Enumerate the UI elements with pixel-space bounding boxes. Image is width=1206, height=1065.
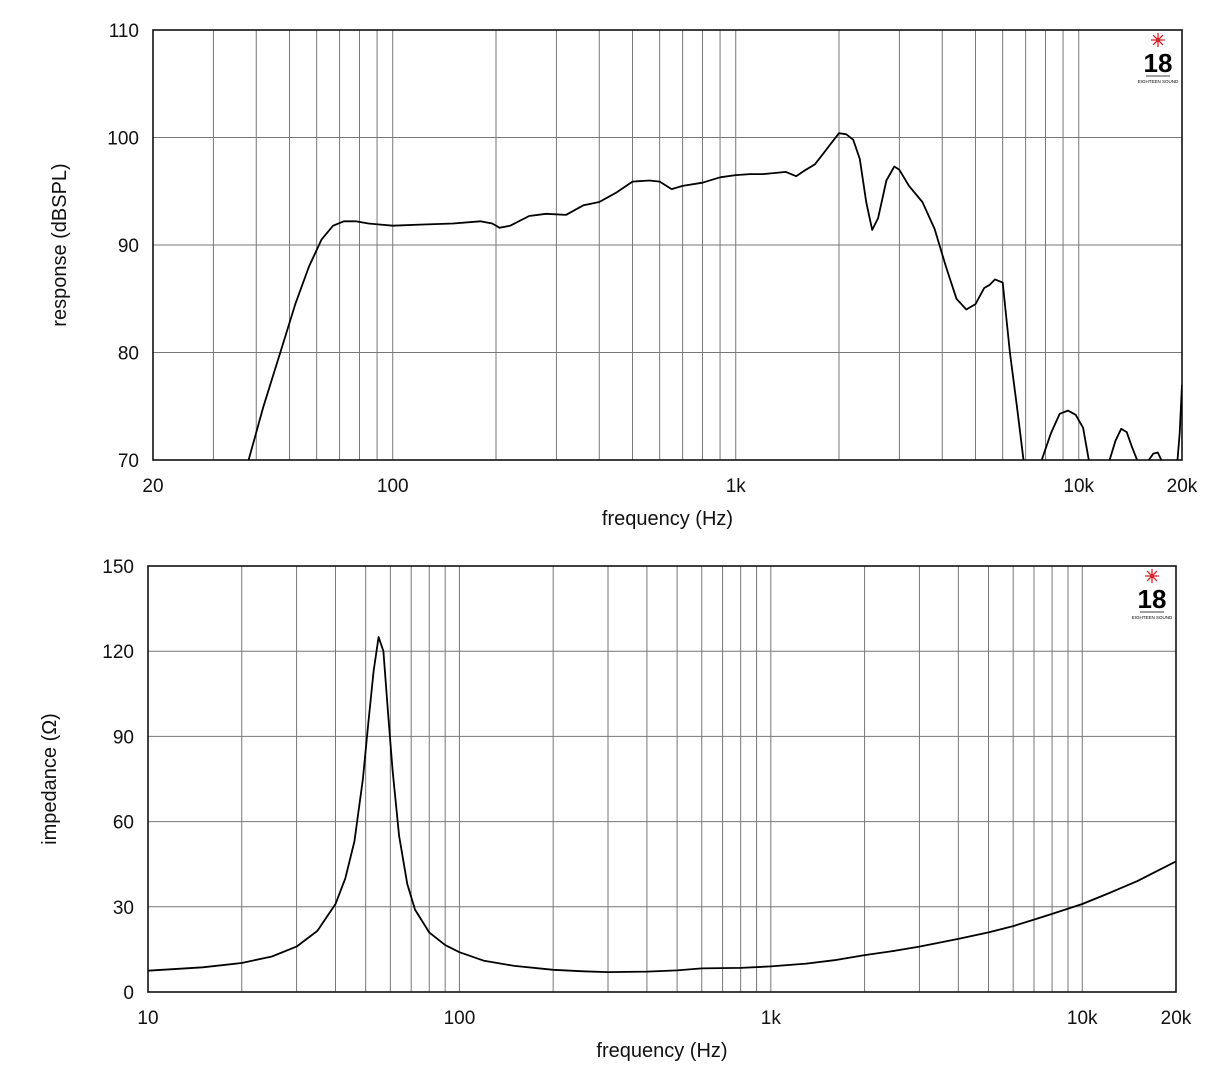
x-axis-label: frequency (Hz) (596, 1040, 727, 1062)
y-tick-label: 120 (102, 642, 134, 663)
logo-number: 18 (1138, 584, 1167, 614)
y-tick-label: 60 (113, 813, 134, 834)
star-icon (1151, 33, 1165, 47)
impedance-chart: 10 100 1k 10k 20k 0 30 60 90 120 150 frequency (Hz)… (39, 557, 1192, 1062)
x-tick-label: 100 (444, 1008, 476, 1029)
x-tick-label: 10 (137, 1008, 158, 1029)
series-line (1108, 427, 1138, 460)
series-line (247, 132, 1025, 460)
y-tick-label: 90 (118, 236, 139, 257)
series-line (148, 636, 1176, 973)
x-axis-label: frequency (Hz) (602, 508, 733, 530)
y-tick-label: 150 (102, 557, 134, 578)
y-tick-label: 110 (109, 21, 139, 42)
x-tick-label: 10k (1063, 476, 1094, 497)
grid-lines (148, 566, 1176, 992)
x-tick-label: 1k (761, 1008, 782, 1029)
series-group (148, 636, 1176, 973)
y-axis-label: response (dBSPL) (49, 163, 71, 326)
y-tick-label: 0 (123, 983, 134, 1004)
plot-frame (147, 565, 1177, 993)
series-line (1148, 451, 1163, 460)
x-tick-label: 10k (1067, 1008, 1098, 1029)
x-tick-label: 20 (142, 476, 163, 497)
series-line (1040, 409, 1090, 460)
series-group (247, 132, 1182, 460)
y-tick-label: 30 (113, 898, 134, 919)
star-core (1149, 573, 1155, 579)
logo-number: 18 (1144, 48, 1173, 78)
grid-lines (153, 30, 1182, 460)
star-icon (1145, 569, 1159, 583)
series-line (1176, 384, 1182, 460)
y-tick-label: 100 (107, 129, 139, 150)
y-tick-label: 90 (113, 727, 134, 748)
logo-subtext: EIGHTEEN SOUND (1138, 79, 1179, 84)
y-tick-label: 80 (118, 344, 139, 365)
y-axis-label: impedance (Ω) (39, 713, 61, 845)
plot-frame (152, 29, 1183, 461)
y-tick-label: 70 (118, 451, 139, 472)
star-core (1155, 37, 1161, 43)
logo-subtext: EIGHTEEN SOUND (1132, 615, 1173, 620)
x-tick-label: 20k (1167, 476, 1198, 497)
x-tick-label: 20k (1161, 1008, 1192, 1029)
response-chart: 20 100 1k 10k 20k 70 80 90 100 110 frequency (Hz) r… (49, 21, 1198, 530)
x-tick-label: 100 (377, 476, 409, 497)
x-tick-label: 1k (726, 476, 747, 497)
